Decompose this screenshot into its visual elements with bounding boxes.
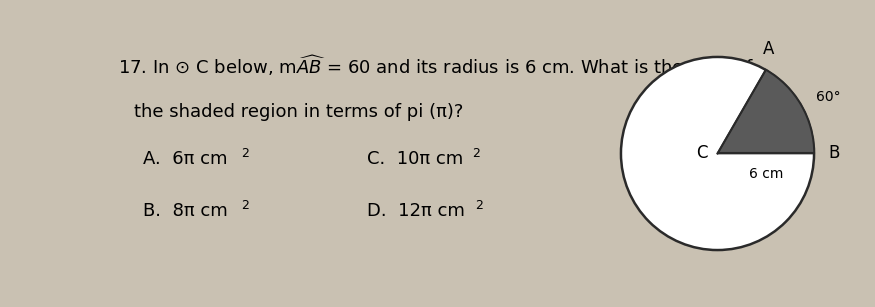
Wedge shape xyxy=(718,70,814,154)
Text: 60°: 60° xyxy=(816,90,841,103)
Text: C.  10π cm: C. 10π cm xyxy=(368,150,464,168)
Text: 2: 2 xyxy=(473,147,480,160)
Text: B.  8π cm: B. 8π cm xyxy=(144,202,228,220)
Text: 2: 2 xyxy=(242,147,249,160)
Text: A: A xyxy=(762,40,774,58)
Text: B: B xyxy=(829,145,840,162)
Text: C: C xyxy=(696,145,708,162)
Text: the shaded region in terms of pi (π)?: the shaded region in terms of pi (π)? xyxy=(135,103,464,121)
Text: D.  12π cm: D. 12π cm xyxy=(368,202,465,220)
Circle shape xyxy=(621,57,814,250)
Text: A.  6π cm: A. 6π cm xyxy=(144,150,228,168)
Text: 2: 2 xyxy=(475,199,483,212)
Text: 6 cm: 6 cm xyxy=(749,167,783,181)
Text: 17. In $\odot$ C below, m$\widehat{AB}$ = 60 and its radius is 6 cm. What is the: 17. In $\odot$ C below, m$\widehat{AB}$ … xyxy=(117,53,754,78)
Text: 2: 2 xyxy=(242,199,249,212)
